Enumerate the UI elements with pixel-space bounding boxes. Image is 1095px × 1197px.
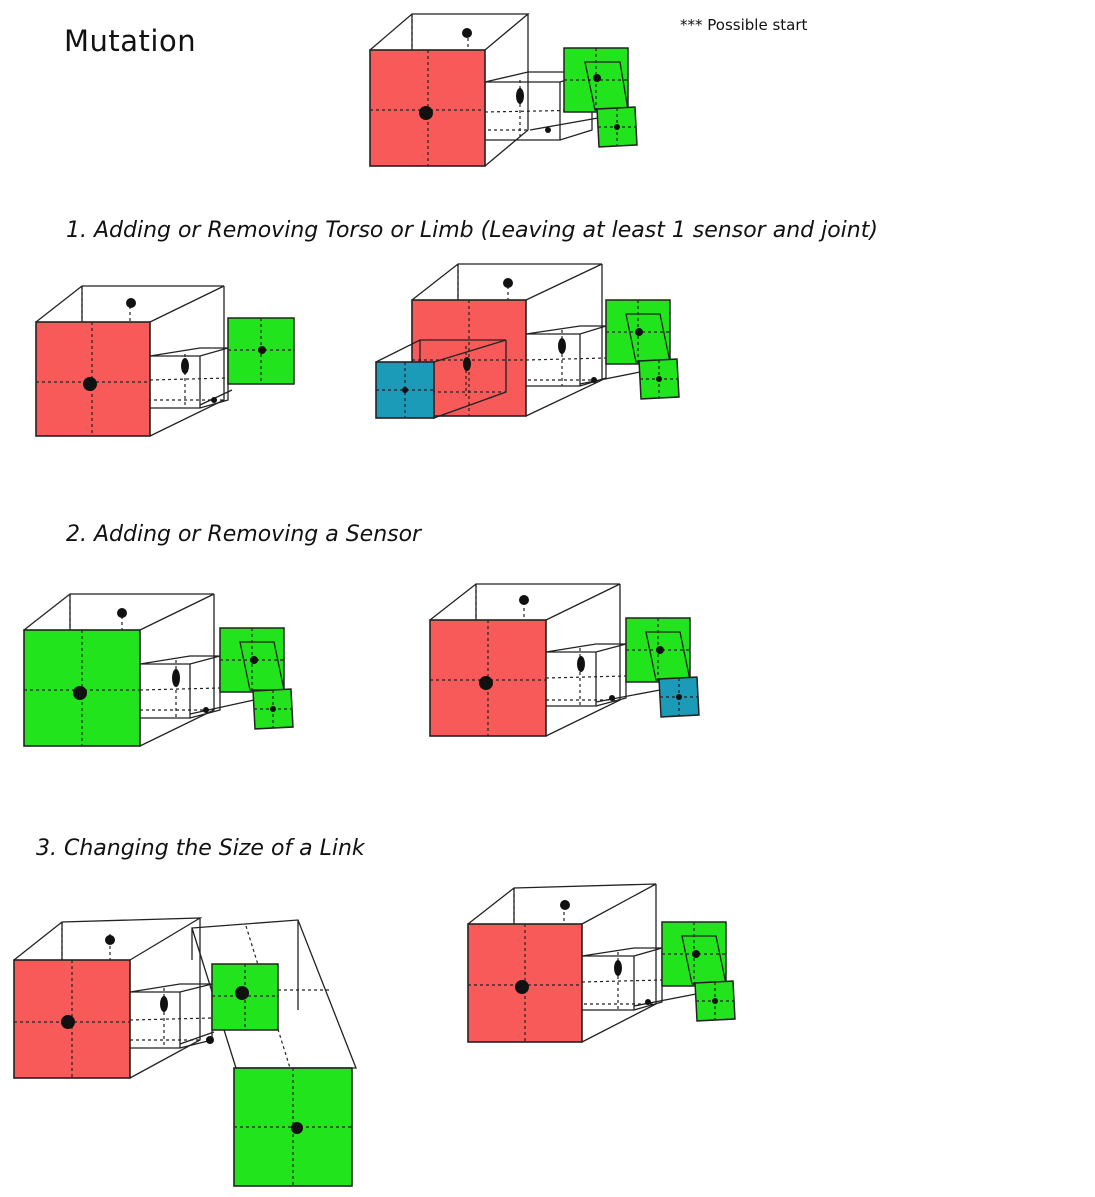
section-1-heading: 1. Adding or Removing Torso or Limb (Lea…: [66, 218, 878, 243]
section-2-heading: 2. Adding or Removing a Sensor: [66, 522, 422, 547]
torso-center-dot: [419, 106, 433, 120]
robot-1-left: [35, 285, 295, 437]
robot-2-left: [23, 593, 294, 747]
robot-1-right: [375, 263, 680, 419]
robot-3-right: [467, 883, 736, 1043]
section-3-heading: 3. Changing the Size of a Link: [36, 836, 365, 861]
joint-dot: [462, 28, 472, 38]
sensor-link-face: [625, 617, 691, 683]
possible-start-note: *** Possible start: [680, 16, 808, 34]
robot-possible-start: [369, 13, 638, 167]
robot-2-right: [429, 583, 700, 737]
robot-3-left: [13, 917, 357, 1187]
page-title: Mutation: [64, 24, 197, 58]
